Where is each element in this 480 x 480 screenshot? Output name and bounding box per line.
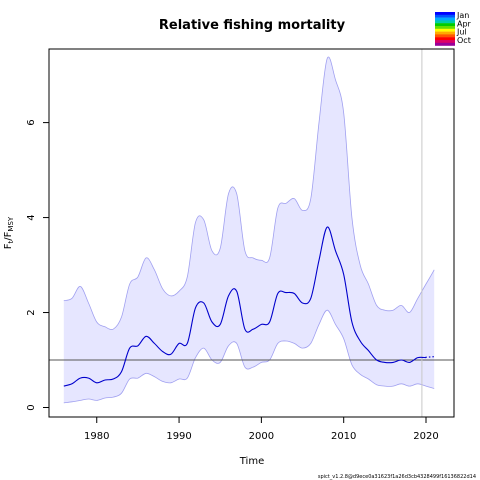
y-label-sub-t: t (7, 240, 15, 243)
y-label-slash: /F (3, 231, 14, 240)
legend-swatch-5 (435, 23, 455, 27)
legend-swatches (435, 12, 455, 46)
y-tick-label-6: 6 (26, 119, 37, 125)
footer-text: spict_v1.2.8@d9ece0a31623f1a26d3cb432849… (318, 474, 476, 480)
legend-swatch-11 (435, 40, 455, 43)
y-axis-label: Ft/FMSY (3, 216, 15, 249)
x-tick-label-2000: 2000 (249, 431, 274, 442)
y-label-base: F (3, 243, 14, 249)
chart-title: Relative fishing mortality (159, 18, 346, 33)
legend-swatch-1 (435, 12, 455, 15)
legend-swatch-9 (435, 34, 455, 38)
y-tick-label-4: 4 (26, 214, 37, 220)
ci-lower-line (63, 309, 435, 404)
legend-swatch-3 (435, 17, 455, 21)
x-tick-label-1980: 1980 (84, 431, 109, 442)
ci-upper-line (63, 56, 435, 331)
legend-label-jan: Jan (456, 11, 469, 20)
x-tick-label-2010: 2010 (331, 431, 356, 442)
legend-label-apr: Apr (457, 19, 472, 28)
legend-label-jul: Jul (456, 28, 467, 37)
legend-swatch-10 (435, 37, 455, 41)
median-line (63, 226, 427, 387)
legend-swatch-8 (435, 31, 455, 35)
y-axis: 0 2 4 6 (26, 119, 49, 411)
legend-swatch-2 (435, 14, 455, 18)
legend-swatch-4 (435, 20, 455, 24)
ci-band (63, 56, 435, 403)
x-axis-label: Time (239, 456, 264, 467)
legend-swatch-7 (435, 28, 455, 32)
legend-swatch-6 (435, 26, 455, 29)
y-label-sub-msy: MSY (7, 216, 15, 231)
legend-swatch-12 (435, 42, 455, 46)
x-tick-label-1990: 1990 (166, 431, 191, 442)
plot-frame (48, 48, 455, 418)
x-axis: 1980 1990 2000 2010 2020 (84, 417, 439, 442)
plot-content (49, 49, 454, 417)
y-tick-label-2: 2 (26, 309, 37, 315)
legend-label-oct: Oct (457, 36, 471, 45)
x-tick-label-2020: 2020 (413, 431, 438, 442)
y-tick-label-0: 0 (26, 404, 37, 410)
